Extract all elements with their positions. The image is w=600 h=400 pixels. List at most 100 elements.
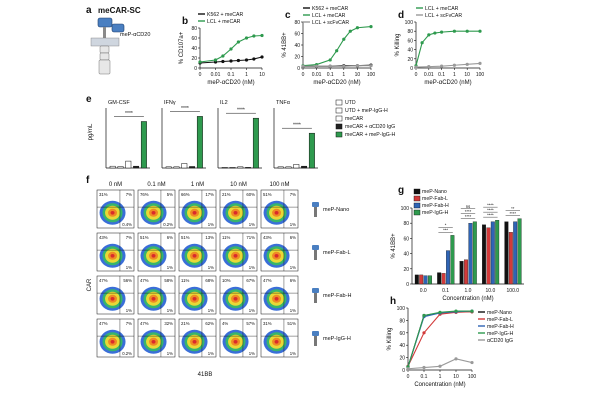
- bar: [125, 160, 132, 169]
- data-point: [470, 309, 474, 313]
- data-point: [342, 64, 346, 68]
- row-label: meP-Fab-L: [323, 250, 351, 256]
- sig-label: *: [445, 223, 447, 228]
- quadrant-pct-lr: 1%: [167, 265, 173, 270]
- construct-segment-meP: [111, 23, 125, 33]
- flow-plot: 11% 71% 1%: [219, 232, 258, 272]
- bar: [140, 121, 147, 169]
- legend-swatch: [413, 188, 421, 195]
- series-line: [303, 65, 371, 67]
- bar: [468, 223, 473, 285]
- column-label: 0.1 nM: [147, 182, 165, 188]
- x-tick-label: 10: [453, 374, 459, 380]
- density-layer: [192, 211, 197, 215]
- x-tick-label: 0.0: [420, 288, 427, 294]
- panel-a-letter: a: [86, 5, 92, 16]
- legend-swatch: [413, 202, 421, 209]
- series-line: [415, 62, 481, 68]
- quadrant-pct-ul: 31%: [99, 192, 108, 197]
- x-axis-label: meP-αCD20 (nM): [424, 80, 471, 86]
- construct-head: [312, 245, 319, 250]
- sig-label: ****: [237, 108, 245, 114]
- density-layer: [274, 297, 279, 301]
- bar: [446, 250, 450, 285]
- flow-plot: 47% 56% 1%: [96, 275, 135, 315]
- quadrant-pct-lr: 1%: [290, 265, 296, 270]
- quadrant-pct-ur: 60%: [246, 192, 255, 197]
- data-point: [252, 57, 256, 61]
- bar: [472, 221, 477, 285]
- x-tick-label: 100: [468, 374, 477, 380]
- quadrant-pct-ul: 76%: [140, 192, 149, 197]
- quadrant-pct-ur: 6%: [290, 278, 296, 283]
- x-tick-label: 0: [415, 72, 418, 78]
- sig-label: ****: [125, 111, 133, 117]
- quadrant-pct-ur: 62%: [205, 321, 214, 326]
- x-tick-label: 0.01: [312, 72, 322, 78]
- data-point: [315, 64, 319, 68]
- legend-label: LCL + meCAR: [207, 19, 241, 25]
- quadrant-pct-lr: 1%: [249, 222, 255, 227]
- data-point: [422, 365, 426, 370]
- flow-plot: 51% 7% 1%: [260, 189, 299, 229]
- y-tick-label: 20: [294, 55, 300, 61]
- flow-plot: 11% 68% 1%: [178, 275, 217, 315]
- bar: [221, 167, 228, 169]
- flow-plot: 51% 13% 1%: [178, 232, 217, 272]
- flow-plot: 47% 58% 1%: [137, 275, 176, 315]
- panel-a-title: meCAR-SC: [98, 6, 141, 15]
- data-point: [440, 64, 444, 68]
- bar: [441, 273, 446, 285]
- x-tick-label: 100.0: [507, 288, 520, 294]
- column-label: 1 nM: [191, 182, 204, 188]
- data-point: [335, 49, 339, 53]
- car-construct-icon: [312, 202, 319, 217]
- panel-c-letter: c: [285, 10, 291, 21]
- flow-plot: 47% 7% 0.2%: [96, 318, 135, 358]
- legend-label: LCL + scFvCAR: [425, 13, 462, 19]
- f-x-axis-label: 41BB: [198, 372, 213, 378]
- x-axis-label: meP-αCD20 (nM): [313, 80, 360, 86]
- quadrant-pct-lr: 0.2%: [163, 222, 173, 227]
- data-point: [452, 29, 456, 33]
- data-point: [252, 34, 256, 38]
- sig-label: ***: [443, 228, 448, 233]
- density-layer: [192, 297, 197, 301]
- x-tick-label: 0.1: [228, 72, 235, 78]
- y-tick-label: 60: [191, 36, 197, 42]
- quadrant-pct-lr: 0.4%: [122, 222, 132, 227]
- column-label: 0 nM: [109, 182, 122, 188]
- y-tick-label: 100: [405, 20, 414, 26]
- bar: [245, 167, 252, 169]
- bar: [196, 116, 203, 169]
- x-tick-label: 0: [302, 72, 305, 78]
- legend-swatch: [335, 123, 343, 130]
- quadrant-pct-ul: 11%: [181, 278, 189, 283]
- quadrant-pct-ur: 51%: [287, 321, 296, 326]
- legend-label: meCAR + αCD20 IgG: [345, 124, 395, 130]
- construct-segment-41bb: [99, 52, 110, 61]
- bar: [285, 166, 292, 169]
- legend-swatch: [335, 131, 343, 138]
- bar: [277, 166, 284, 169]
- data-point: [328, 64, 332, 68]
- bar: [450, 235, 455, 285]
- cytokine-subplot: TNFα ****: [273, 100, 318, 169]
- construct-head: [312, 288, 319, 293]
- density-layer: [274, 254, 279, 258]
- series-line: [407, 311, 472, 368]
- legend-swatch: [335, 115, 343, 122]
- data-point: [244, 36, 249, 40]
- density-layer: [192, 254, 197, 258]
- bar: [252, 117, 259, 169]
- quadrant-pct-lr: 1%: [290, 351, 296, 356]
- quadrant-pct-ul: 43%: [99, 235, 108, 240]
- panel-d-letter: d: [398, 10, 404, 21]
- flow-plot: 43% 7% 1%: [96, 232, 135, 272]
- x-tick-label: 1: [245, 72, 248, 78]
- bar: [428, 275, 432, 285]
- y-axis-label: % Killing: [387, 327, 393, 350]
- series-line: [407, 311, 473, 367]
- series-line: [407, 310, 472, 368]
